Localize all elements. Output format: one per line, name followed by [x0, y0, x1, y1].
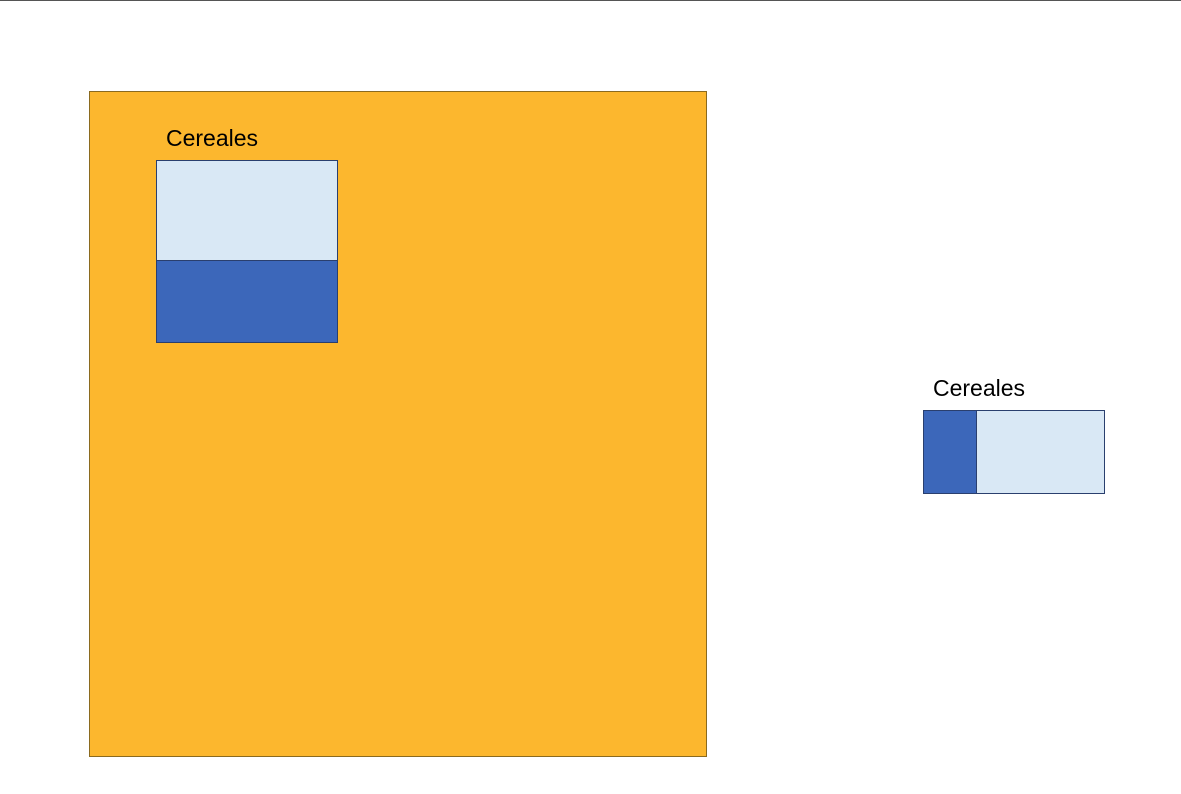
left-light-segment — [157, 161, 337, 260]
left-segment-divider — [157, 260, 337, 261]
right-segment-divider — [975, 411, 977, 493]
left-stacked-box — [156, 160, 338, 343]
right-dark-segment — [924, 411, 976, 493]
top-divider — [0, 0, 1181, 1]
left-dark-segment — [157, 261, 337, 342]
left-group-label: Cereales — [166, 125, 259, 151]
right-light-segment — [976, 411, 1104, 493]
right-stacked-box — [923, 410, 1105, 494]
right-group-label: Cereales — [933, 375, 1026, 401]
